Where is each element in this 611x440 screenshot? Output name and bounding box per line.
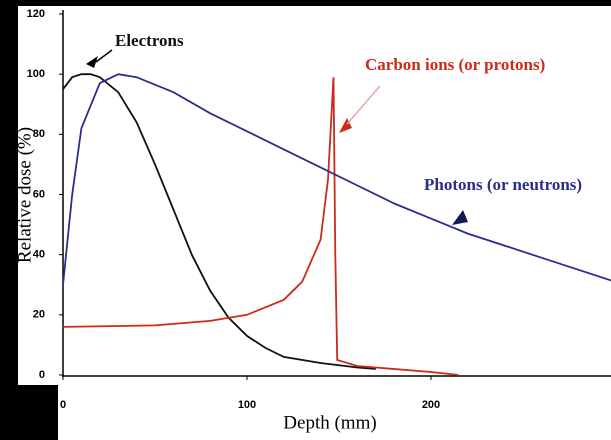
y-tick-label: 100: [27, 68, 45, 80]
series-label: Carbon ions (or protons): [365, 55, 545, 74]
y-tick-label: 60: [33, 188, 45, 200]
arrow-head: [86, 56, 98, 68]
x-tick-label: 200: [422, 399, 440, 411]
y-tick-label: 40: [33, 249, 45, 261]
data-line: [62, 77, 459, 376]
corner-shade: [0, 385, 58, 440]
data-line: [62, 73, 611, 285]
y-tick-label: 20: [33, 309, 45, 321]
arrow-line: [95, 49, 113, 63]
series-label: Electrons: [115, 31, 184, 50]
x-axis-title: Depth (mm): [283, 412, 376, 433]
y-axis-title: Relative dose (%): [14, 127, 35, 263]
y-tick-label: 0: [39, 369, 45, 381]
x-tick-label: 0: [60, 399, 66, 411]
y-tick-label: 120: [27, 8, 45, 20]
y-tick-label: 80: [33, 128, 45, 140]
arrow-line: [346, 85, 381, 125]
plot-background: [18, 6, 611, 440]
x-tick-label: 100: [238, 399, 256, 411]
arrow-head: [452, 210, 468, 225]
data-line: [62, 73, 376, 370]
series-label: Photons (or neutrons): [424, 175, 582, 194]
